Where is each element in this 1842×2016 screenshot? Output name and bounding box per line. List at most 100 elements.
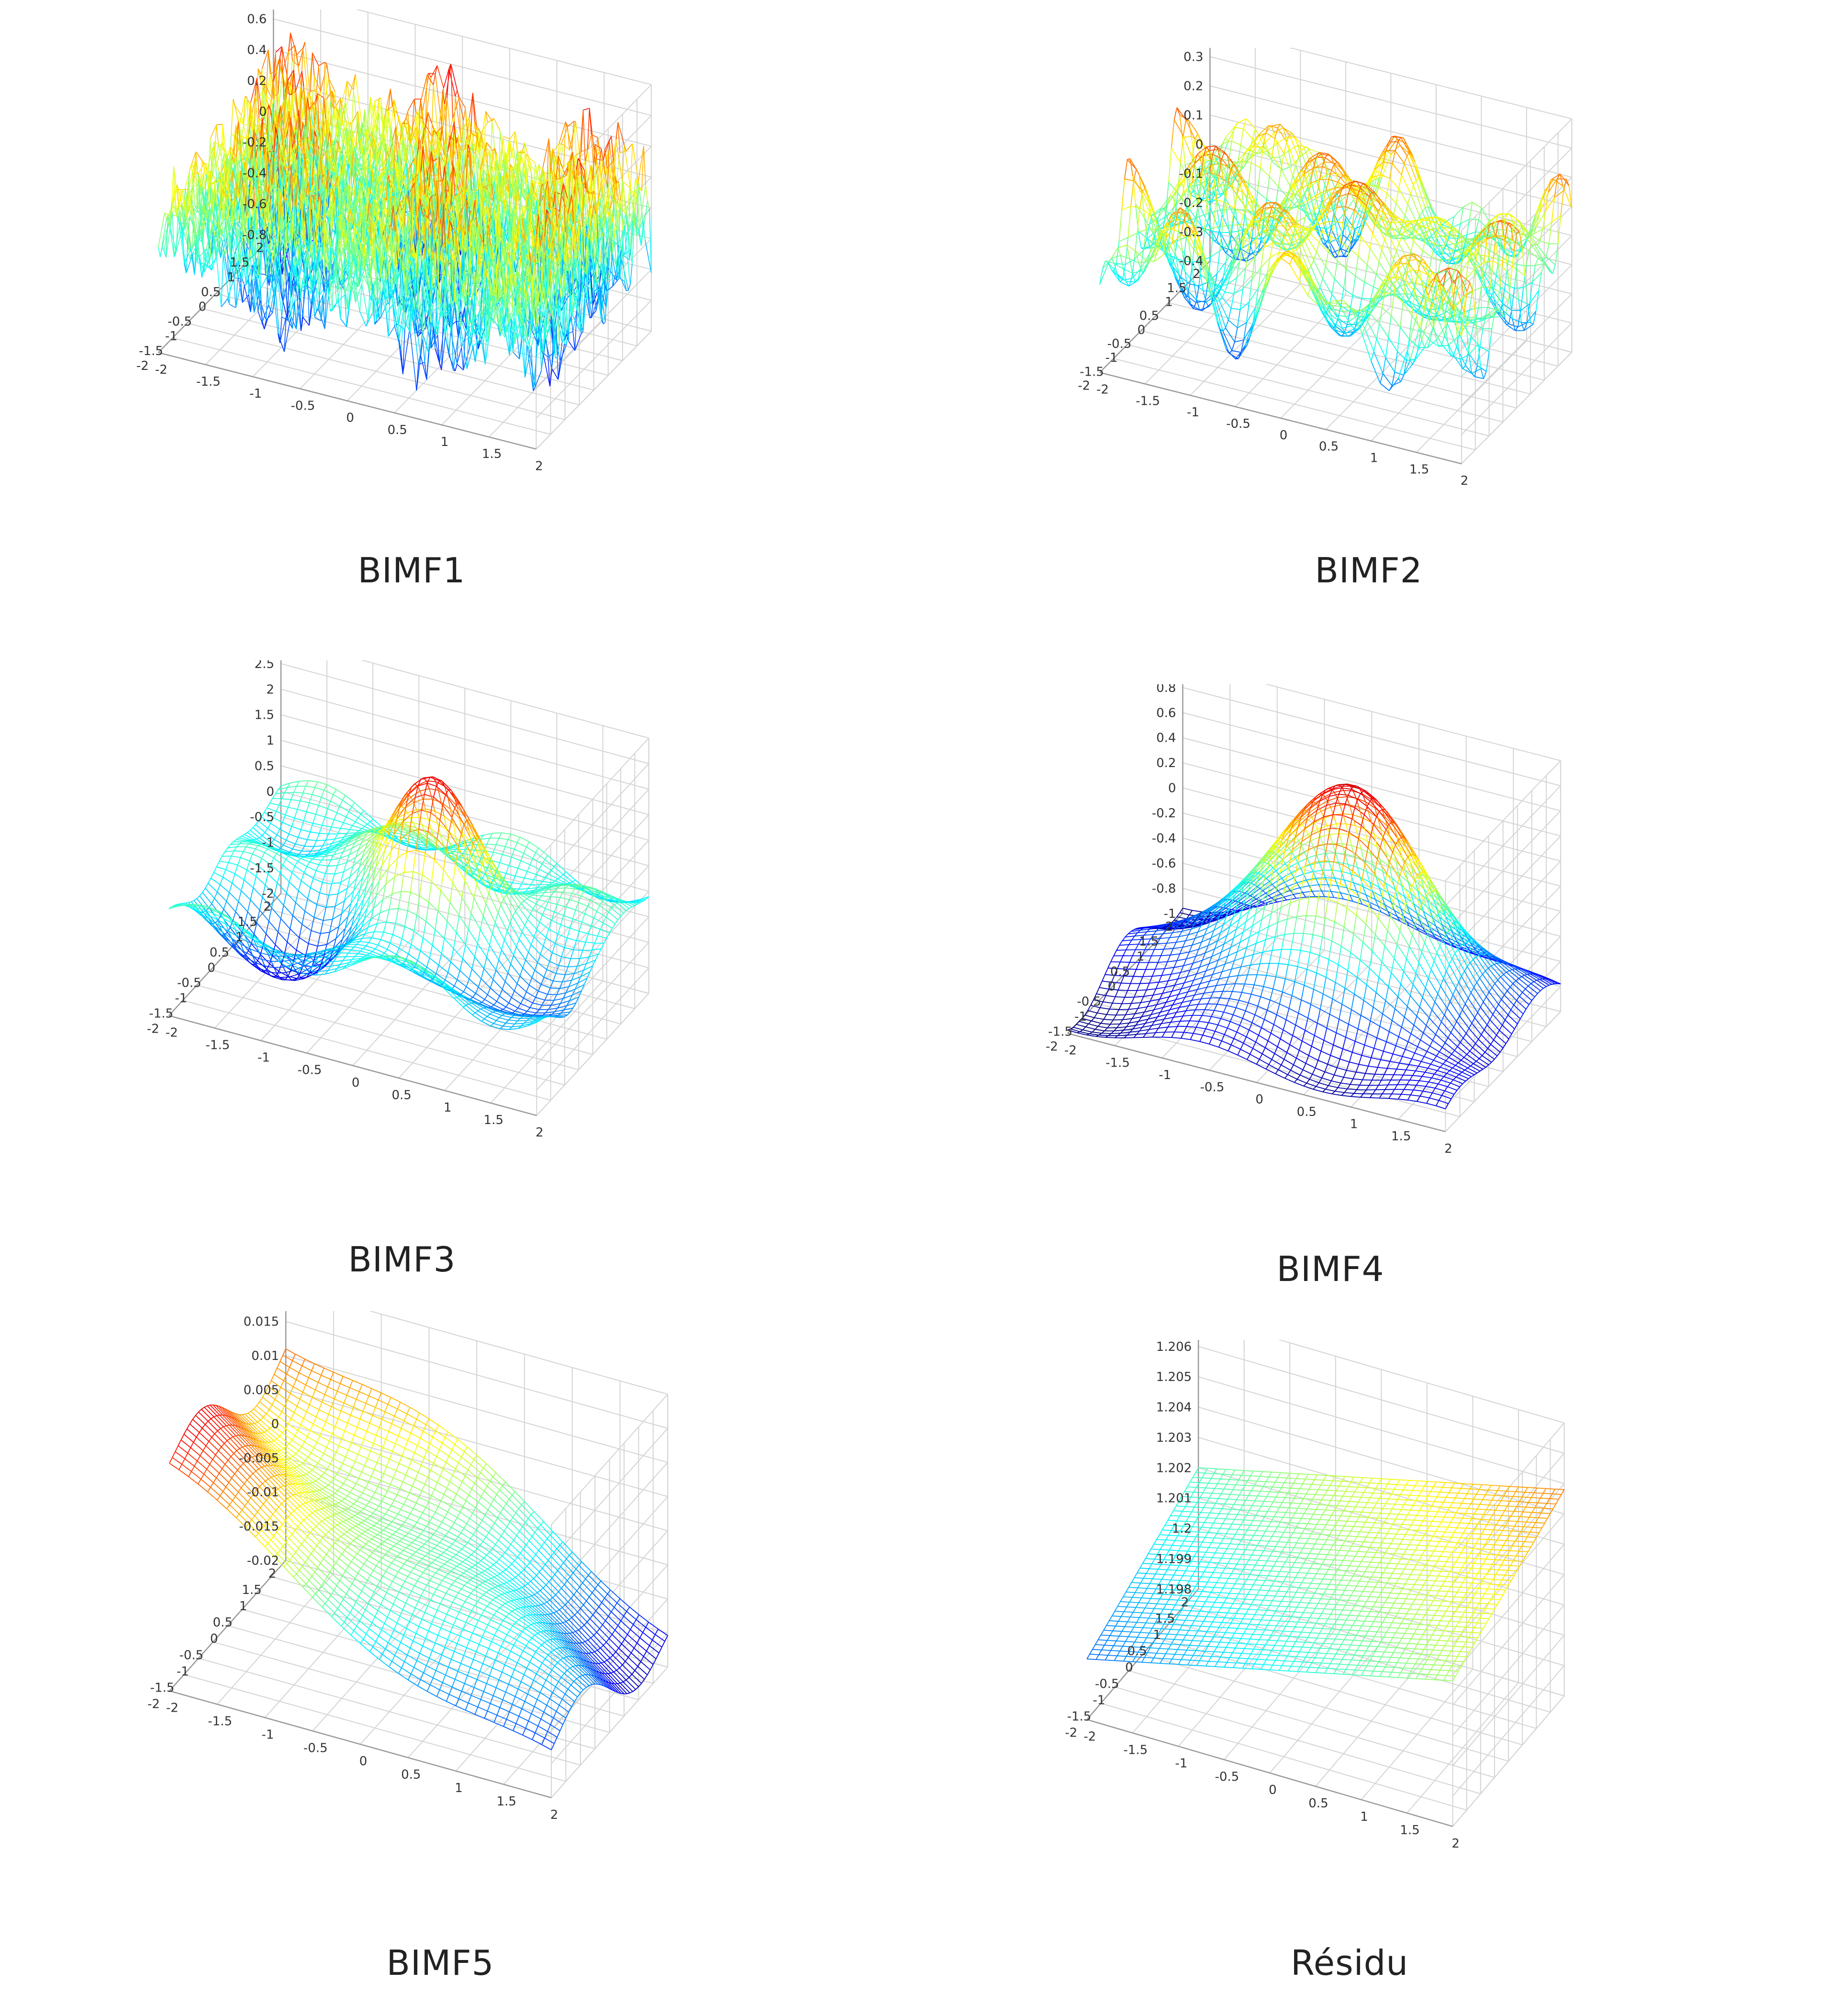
y-tick-label: 1.5 — [230, 256, 249, 270]
y-tick-label: -0.5 — [177, 976, 201, 991]
y-tick-label: 1.5 — [1155, 1612, 1175, 1626]
x-tick-label: 1.5 — [482, 447, 502, 461]
panel-bimf4: -1-0.8-0.6-0.4-0.200.20.40.60.81-2-1.5-1… — [924, 684, 1823, 1230]
y-tick-label: 1 — [235, 930, 244, 945]
x-tick-label: -0.5 — [1200, 1080, 1225, 1095]
y-tick-label: 0.5 — [1110, 965, 1130, 979]
z-tick-label: 0.5 — [255, 759, 274, 773]
z-tick-label: 0.005 — [244, 1383, 279, 1397]
z-tick-label: -1 — [1164, 907, 1176, 921]
y-tick-label: 2 — [1165, 920, 1173, 934]
z-tick-label: 0.2 — [1156, 756, 1176, 770]
y-tick-label: -1 — [177, 1664, 189, 1679]
y-tick-label: 0 — [210, 1632, 218, 1646]
x-tick-label: 0.5 — [401, 1768, 421, 1782]
z-tick-label: 0 — [1168, 781, 1176, 796]
x-tick-label: 0 — [1255, 1092, 1263, 1107]
x-tick-label: 0 — [352, 1076, 360, 1090]
x-tick-label: 1 — [455, 1781, 463, 1795]
y-tick-label: -1.5 — [139, 344, 163, 358]
z-tick-label: -0.8 — [243, 228, 267, 242]
surface-mesh — [1086, 1467, 1565, 1682]
y-tick-label: 1 — [1137, 950, 1145, 964]
y-tick-label: 2 — [256, 241, 264, 255]
x-tick-label: 2 — [536, 1125, 544, 1140]
x-tick-label: -1 — [1159, 1068, 1171, 1082]
z-tick-label: -0.5 — [250, 810, 274, 824]
y-tick-label: 1 — [239, 1599, 247, 1614]
z-tick-label: 1.205 — [1156, 1370, 1192, 1384]
x-tick-label: -1.5 — [208, 1715, 232, 1729]
x-tick-label: -2 — [1064, 1044, 1077, 1058]
z-tick-label: -0.2 — [1152, 806, 1176, 821]
x-tick-label: 0.5 — [391, 1088, 411, 1103]
axes-grid — [169, 1311, 669, 1799]
y-tick-label: -0.5 — [167, 314, 192, 329]
caption-bimf5: BIMF5 — [297, 1943, 584, 1983]
x-tick-label: 0 — [1280, 428, 1288, 443]
surface-mesh — [1067, 783, 1561, 1110]
caption-bimf2: BIMF2 — [1225, 550, 1512, 590]
z-tick-label: 0.01 — [251, 1349, 279, 1363]
z-tick-label: 1.199 — [1156, 1552, 1192, 1566]
z-tick-label: -0.005 — [239, 1451, 279, 1466]
y-tick-label: 0.5 — [201, 285, 221, 300]
x-tick-label: 2 — [1461, 474, 1469, 488]
z-tick-label: -0.4 — [243, 167, 267, 181]
y-tick-label: 0.5 — [1127, 1644, 1147, 1659]
x-tick-label: 2 — [535, 459, 543, 473]
x-tick-label: 1 — [444, 1101, 452, 1115]
surface-plot-2: -0.4-0.3-0.2-0.100.10.20.30.4-2-1.5-1-0.… — [1078, 48, 1573, 488]
z-tick-label: 0 — [271, 1417, 279, 1432]
surface-mesh — [1099, 107, 1573, 391]
surface-plot-3: -2-1.5-1-0.500.511.522.53-2-1.5-1-0.500.… — [147, 660, 649, 1140]
panel-residu: 1.198 1.199 1.2 1.201 1.202 1.203 1.204 1.205 1.… — [948, 1340, 1819, 1933]
caption-bimf3: BIMF3 — [258, 1239, 546, 1280]
x-tick-label: 1.5 — [1391, 1129, 1411, 1144]
z-tick-label: 0.2 — [1183, 79, 1203, 94]
x-tick-label: 2 — [1444, 1142, 1452, 1156]
y-tick-label: 1.5 — [242, 1583, 261, 1597]
z-tick-label: -0.3 — [1179, 225, 1204, 239]
y-tick-label: -0.5 — [179, 1648, 203, 1662]
x-tick-label: 2 — [550, 1808, 558, 1822]
x-tick-label: 2 — [1451, 1837, 1460, 1851]
z-tick-label: 0.6 — [247, 12, 267, 27]
surface-plot-5: -0.02-0.015-0.01-0.00500.0050.010.0150.0… — [147, 1311, 669, 1822]
y-tick-label: -1 — [1105, 351, 1118, 365]
y-tick-label: -2 — [1078, 379, 1090, 393]
x-tick-label: -1.5 — [1136, 394, 1160, 408]
x-tick-label: -1 — [262, 1727, 274, 1742]
y-tick-label: 0 — [1108, 980, 1116, 994]
y-tick-label: -1 — [1093, 1693, 1105, 1707]
x-tick-label: -0.5 — [1226, 417, 1250, 431]
x-tick-label: -1.5 — [1105, 1056, 1130, 1070]
z-tick-label: 0.015 — [244, 1315, 279, 1329]
z-tick-label: 0.6 — [1156, 706, 1176, 720]
axes-grid — [1067, 684, 1562, 1133]
y-tick-label: -1.5 — [1048, 1025, 1072, 1039]
x-tick-label: 1 — [1370, 451, 1378, 466]
z-tick-label: -1 — [262, 835, 274, 850]
z-tick-label: -0.6 — [243, 197, 267, 212]
x-tick-label: -2 — [166, 1025, 178, 1040]
y-tick-label: 0 — [199, 300, 207, 314]
surface-mesh — [169, 1348, 669, 1750]
z-tick-label: -0.6 — [1152, 857, 1176, 871]
x-tick-label: -0.5 — [1215, 1770, 1239, 1784]
x-tick-label: 0 — [359, 1754, 368, 1769]
x-tick-label: 0.5 — [1319, 440, 1339, 454]
surface-mesh — [168, 776, 649, 1030]
z-tick-label: 2 — [266, 682, 274, 697]
z-tick-label: 1.201 — [1156, 1492, 1192, 1506]
surface-plot-1: -0.8-0.6-0.4-0.200.20.40.60.8-2-1.5-1-0.… — [136, 10, 652, 473]
z-tick-label: -0.015 — [239, 1520, 279, 1534]
z-tick-label: -2 — [262, 887, 274, 901]
y-tick-label: -2 — [1065, 1726, 1077, 1740]
x-tick-label: 1.5 — [497, 1794, 516, 1809]
y-tick-label: -1.5 — [1067, 1710, 1092, 1724]
z-tick-label: 0 — [266, 785, 274, 799]
caption-residu: Résidu — [1206, 1943, 1493, 1983]
x-tick-label: -2 — [1083, 1730, 1096, 1744]
y-tick-label: -2 — [1046, 1040, 1058, 1054]
